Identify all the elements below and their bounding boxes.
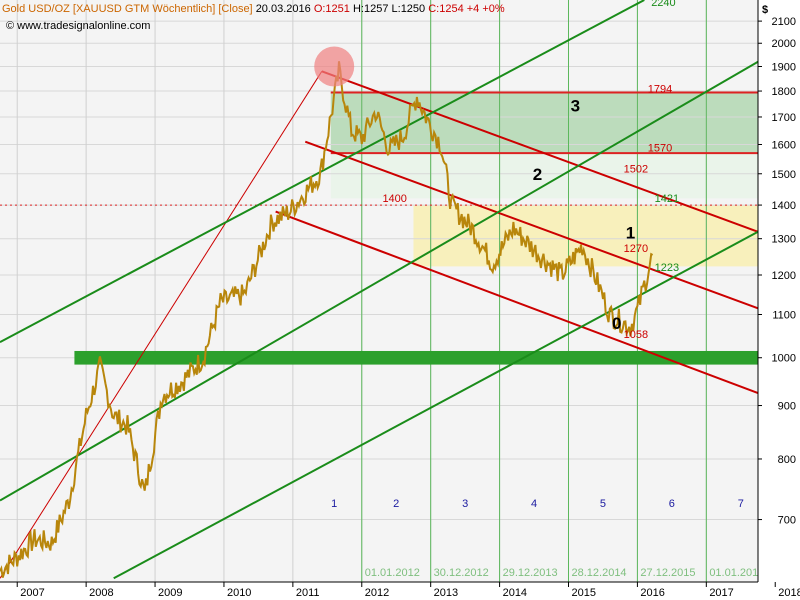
line-channel-3 (275, 210, 759, 395)
y-tick-label-1000: 1000 (772, 353, 796, 365)
y-tick-label-2000: 2000 (772, 38, 796, 50)
y-tick-label-1300: 1300 (772, 234, 796, 246)
source-credit: © www.tradesignalonline.com (6, 20, 151, 32)
x-axis: 2007 2008 2009 2010 2011 2012 2013 2014 2015 2016… (0, 581, 800, 600)
y-tick-label-900: 900 (778, 401, 796, 413)
y-tick-label-1900: 1900 (772, 62, 796, 74)
y-tick-label-700: 700 (778, 515, 796, 527)
level-label-1794: 1794 (648, 84, 672, 96)
cycle-number-7: 7 (738, 498, 744, 510)
x-tick-label-2009: 2009 (158, 587, 182, 599)
wave-label-1: 1 (626, 224, 635, 243)
support-band (74, 350, 759, 365)
cycle-date-label: 29.12.2013 (503, 567, 558, 579)
cycle-date-label: 01.01.2012 (365, 567, 420, 579)
y-axis-bg (758, 0, 800, 600)
header-open: O:1251 (313, 3, 350, 15)
x-tick-label-2017: 2017 (709, 587, 733, 599)
x-tick-label-2015: 2015 (572, 587, 596, 599)
cycle-date-label: 30.12.2012 (434, 567, 489, 579)
plot-background (0, 0, 758, 582)
x-tick-label-2016: 2016 (640, 587, 664, 599)
wave-label-2: 2 (533, 165, 542, 184)
x-tick-label-2011: 2011 (296, 587, 320, 599)
support-band-rect (74, 350, 759, 365)
chart-title: Gold USD/OZ [XAUUSD GTM Wöchentlich] [Cl… (2, 3, 253, 15)
price-line (0, 61, 654, 578)
level-label-1058: 1058 (624, 329, 648, 341)
level-label-1400: 1400 (382, 193, 406, 205)
level-label-1421: 1421 (655, 193, 679, 205)
cycle-number-5: 5 (600, 498, 606, 510)
cycle-number-3: 3 (462, 498, 468, 510)
cycle-number-4: 4 (531, 498, 537, 510)
highlight-circle (314, 46, 355, 87)
cycle-date-label: 01.01.2017 (709, 567, 764, 579)
x-tick-label-2008: 2008 (89, 587, 113, 599)
price-zones (0, 0, 758, 582)
x-tick-label-2010: 2010 (227, 587, 251, 599)
line-trend-4 (0, 71, 323, 579)
line-channel-2 (304, 140, 759, 310)
y-tick-label-1500: 1500 (772, 169, 796, 181)
chart-header: Gold USD/OZ [XAUUSD GTM Wöchentlich] [Cl… (2, 3, 505, 15)
y-tick-label-2100: 2100 (772, 16, 796, 28)
zone-2 (330, 153, 758, 199)
wave-label-3: 3 (571, 97, 580, 116)
x-tick-label-2012: 2012 (365, 587, 389, 599)
y-tick-label-800: 800 (778, 454, 796, 466)
level-label-1570: 1570 (648, 143, 672, 155)
y-tick-label-1400: 1400 (772, 200, 796, 212)
y-tick-label-1600: 1600 (772, 139, 796, 151)
y-tick-label-1200: 1200 (772, 270, 796, 282)
y-tick-label-1100: 1100 (772, 309, 796, 321)
cycle-number-6: 6 (669, 498, 675, 510)
trend-lines (0, 0, 759, 580)
line-channel-5 (0, 0, 645, 344)
highlight-marker (314, 46, 355, 87)
wave-label-0: 0 (612, 314, 621, 333)
line-channel-7 (113, 230, 759, 580)
header-date: 20.03.2016 (255, 3, 311, 15)
x-tick-label-2018: 2018 (778, 587, 800, 599)
level-label-2240: 2240 (651, 0, 675, 9)
cycle-number-1: 1 (331, 498, 337, 510)
level-label-1502: 1502 (624, 163, 648, 175)
header-close: C:1254 +4 +0% (428, 3, 505, 15)
cycle-date-label: 28.12.2014 (572, 567, 627, 579)
chart-labels: 01.01.2012 30.12.2012 29.12.2013 28.12.2014… (331, 0, 800, 579)
header-high: H:1257 (352, 3, 389, 15)
price-series (0, 61, 654, 578)
cycle-number-2: 2 (393, 498, 399, 510)
x-axis-bg (0, 582, 800, 600)
x-tick-label-2014: 2014 (503, 587, 527, 599)
level-label-1223: 1223 (655, 262, 679, 274)
currency-label: $ (762, 4, 769, 16)
y-tick-label-1800: 1800 (772, 86, 796, 98)
level-label-1270: 1270 (624, 243, 648, 255)
y-tick-label-1700: 1700 (772, 112, 796, 124)
x-tick-label-2013: 2013 (434, 587, 458, 599)
line-channel-1 (321, 70, 759, 233)
x-tick-label-2007: 2007 (20, 587, 44, 599)
header-low: L:1250 (391, 3, 426, 15)
cycle-date-label: 27.12.2015 (640, 567, 695, 579)
y-axis: 700 800 900 1000 1100 1200 1300 1400 1500 1600 170… (757, 0, 800, 600)
